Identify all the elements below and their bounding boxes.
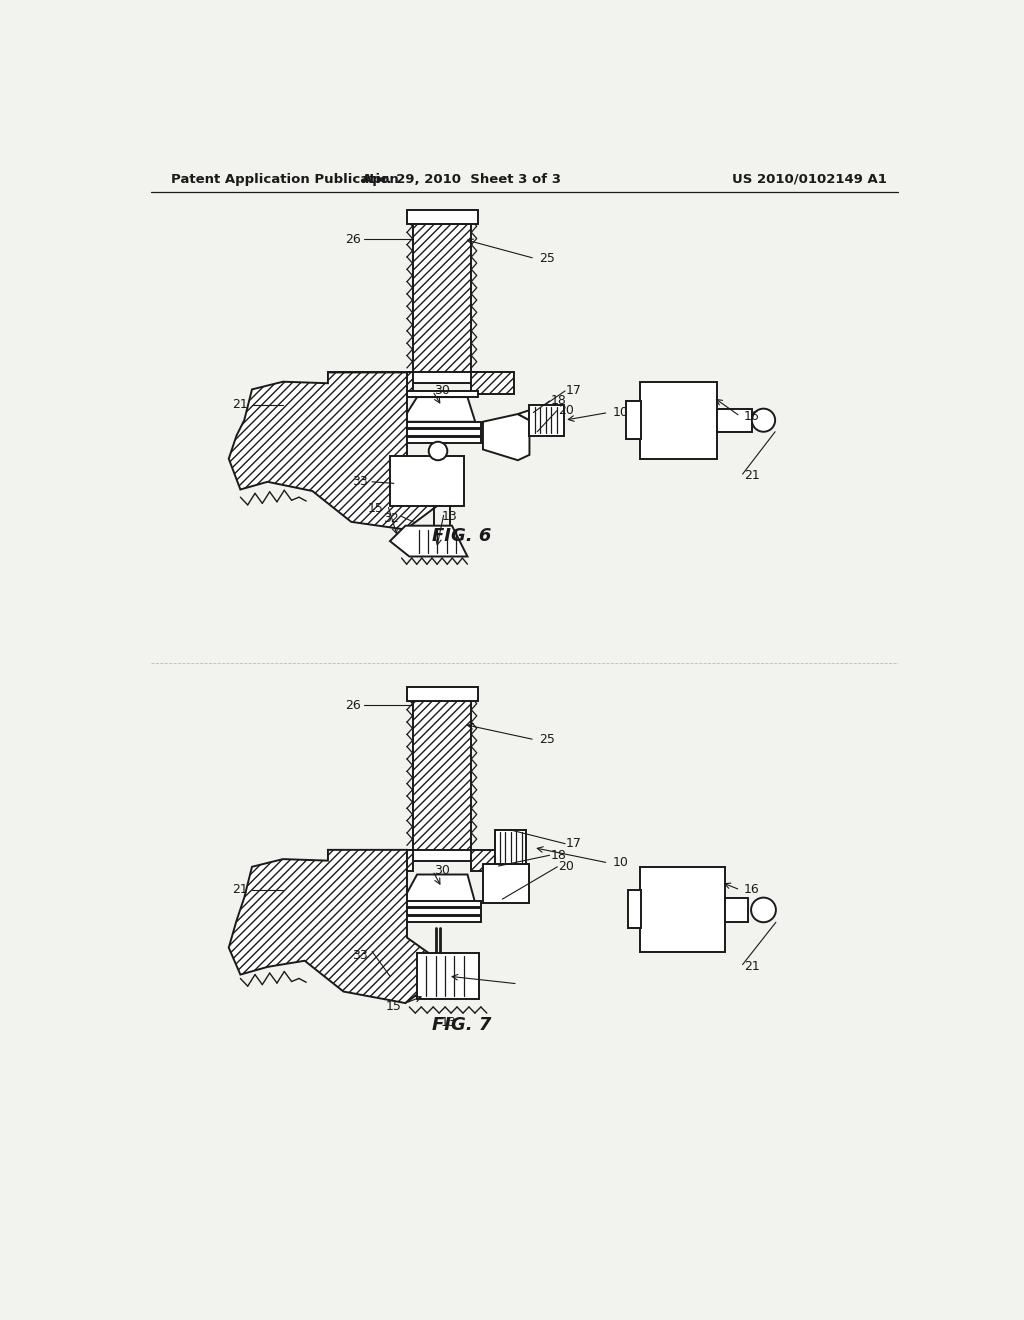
Bar <box>640 867 725 952</box>
Bar <box>471 850 514 871</box>
Bar <box>403 908 480 915</box>
Bar <box>407 372 477 383</box>
Bar <box>495 830 525 865</box>
Text: 17: 17 <box>566 384 582 397</box>
Bar <box>417 953 479 999</box>
Text: 25: 25 <box>539 252 555 265</box>
Text: FIG. 7: FIG. 7 <box>431 1015 490 1034</box>
Text: 20: 20 <box>558 861 574 874</box>
Bar <box>628 890 641 928</box>
Bar <box>483 865 529 903</box>
Polygon shape <box>228 372 436 529</box>
Text: 20: 20 <box>558 404 574 417</box>
Bar <box>717 409 752 432</box>
Bar <box>403 916 480 923</box>
Bar <box>529 405 564 436</box>
Bar <box>407 210 477 224</box>
Text: 13: 13 <box>440 1016 456 1028</box>
Text: 15: 15 <box>386 1001 401 1014</box>
Text: 25: 25 <box>539 733 555 746</box>
Text: 10: 10 <box>612 857 629 870</box>
Text: 26: 26 <box>345 232 360 246</box>
Bar <box>328 850 414 871</box>
Bar <box>403 422 480 428</box>
Bar <box>407 688 477 701</box>
Polygon shape <box>483 414 529 461</box>
Text: 15: 15 <box>368 502 384 515</box>
Polygon shape <box>390 525 467 557</box>
Text: Patent Application Publication: Patent Application Publication <box>171 173 398 186</box>
Text: Apr. 29, 2010  Sheet 3 of 3: Apr. 29, 2010 Sheet 3 of 3 <box>361 173 561 186</box>
Polygon shape <box>401 397 475 422</box>
Text: 17: 17 <box>566 837 582 850</box>
Polygon shape <box>401 875 475 903</box>
Bar <box>414 701 471 851</box>
Text: 21: 21 <box>744 961 760 973</box>
Text: 21: 21 <box>232 883 248 896</box>
Circle shape <box>751 898 776 923</box>
Bar <box>403 429 480 436</box>
Bar <box>390 457 464 507</box>
Bar <box>725 898 748 923</box>
Text: 16: 16 <box>744 409 760 422</box>
Text: 21: 21 <box>744 469 760 482</box>
Text: 21: 21 <box>232 399 248 412</box>
Bar <box>328 372 414 395</box>
Bar <box>403 900 480 907</box>
Circle shape <box>429 442 447 461</box>
Bar <box>407 391 477 397</box>
Polygon shape <box>518 407 545 420</box>
Bar <box>403 437 480 444</box>
Text: 18: 18 <box>550 849 566 862</box>
Bar <box>471 372 514 395</box>
Text: 30: 30 <box>434 865 450 878</box>
Bar <box>414 224 471 374</box>
Text: US 2010/0102149 A1: US 2010/0102149 A1 <box>732 173 888 186</box>
Bar <box>640 381 717 459</box>
Bar <box>626 401 641 440</box>
Text: 10: 10 <box>612 407 629 418</box>
Circle shape <box>752 409 775 432</box>
Bar <box>407 850 477 861</box>
Text: 26: 26 <box>345 698 360 711</box>
Polygon shape <box>228 850 436 1003</box>
Text: 18: 18 <box>550 395 566 408</box>
Text: FIG. 6: FIG. 6 <box>431 527 490 545</box>
Text: 13: 13 <box>442 510 458 523</box>
Text: 16: 16 <box>744 883 760 896</box>
Text: 32: 32 <box>384 512 399 525</box>
Text: 33: 33 <box>352 949 369 962</box>
Text: 30: 30 <box>434 384 450 397</box>
Text: 33: 33 <box>352 475 369 488</box>
